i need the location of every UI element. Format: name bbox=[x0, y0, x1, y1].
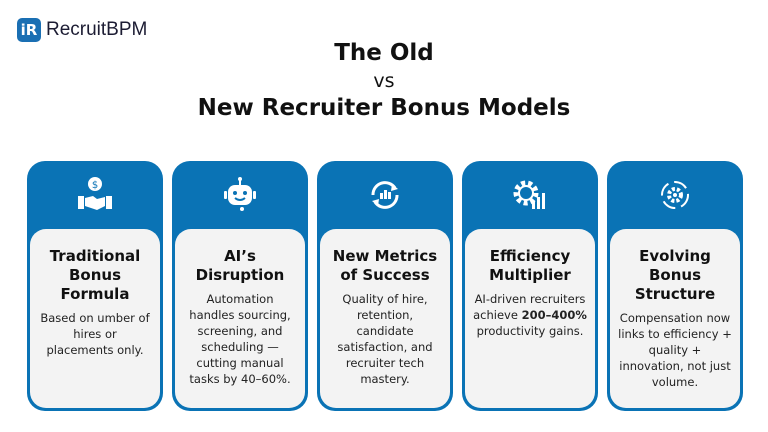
card-heading: AI’s Disruption bbox=[195, 247, 285, 284]
card-evolving: Evolving Bonus Structure Compensation no… bbox=[607, 161, 743, 411]
card-ai-disruption: AI’s Disruption Automation handles sourc… bbox=[172, 161, 308, 411]
card-heading: Traditional Bonus Formula bbox=[49, 247, 141, 303]
handshake-dollar-icon: $ bbox=[27, 175, 163, 215]
card-body: Compensation now links to efficiency + q… bbox=[618, 311, 732, 389]
card-body: AI-driven recruiters achieve 200–400% pr… bbox=[473, 292, 587, 338]
robot-icon bbox=[172, 175, 308, 215]
gear-cycle-icon bbox=[607, 175, 743, 215]
card-new-metrics: New Metrics of Success Quality of hire, … bbox=[317, 161, 453, 411]
card-heading: Evolving Bonus Structure bbox=[634, 247, 716, 303]
logo: iR RecruitBPM bbox=[17, 18, 147, 42]
card-heading: New Metrics of Success bbox=[332, 247, 438, 284]
card-heading: Efficiency Multiplier bbox=[489, 247, 571, 284]
refresh-cycle-icon bbox=[317, 175, 453, 215]
title-line-2: vs bbox=[373, 70, 395, 92]
title-line-1: The Old bbox=[334, 40, 434, 66]
card-efficiency: Efficiency Multiplier AI-driven recruite… bbox=[462, 161, 598, 411]
card-body: Automation handles sourcing, screening, … bbox=[189, 292, 291, 386]
card-body: Based on umber of hires or placements on… bbox=[40, 311, 150, 357]
card-traditional: $ Traditional Bonus Formula Based on umb… bbox=[27, 161, 163, 411]
gear-chart-icon bbox=[462, 175, 598, 215]
svg-text:$: $ bbox=[92, 180, 98, 191]
title-line-3: New Recruiter Bonus Models bbox=[197, 95, 571, 121]
logo-mark: iR bbox=[17, 18, 41, 42]
card-body: Quality of hire, retention, candidate sa… bbox=[337, 292, 433, 386]
logo-text: RecruitBPM bbox=[46, 19, 148, 40]
